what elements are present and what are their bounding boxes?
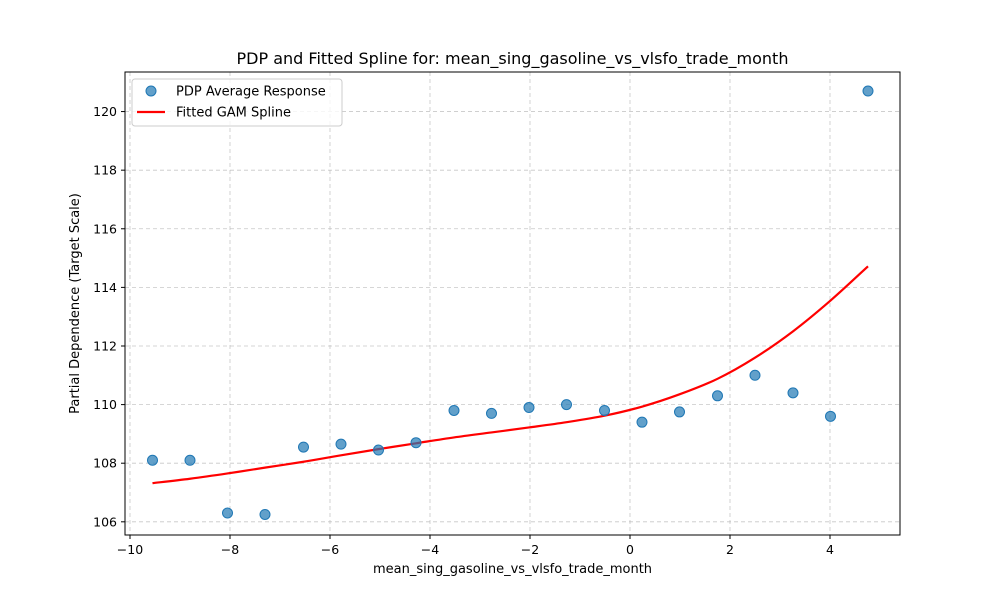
pdp-point	[561, 399, 572, 411]
y-tick-label: 116	[93, 221, 117, 236]
x-axis-ticks: −10 −8 −6 −4 −2 0 2 4	[117, 535, 834, 557]
x-tick-label: −4	[421, 542, 439, 557]
pdp-point	[749, 369, 761, 381]
legend-box	[131, 78, 343, 127]
chart-title: PDP and Fitted Spline for: mean_sing_gas…	[237, 49, 789, 69]
pdp-point	[448, 404, 460, 416]
x-tick-label: 4	[826, 542, 834, 557]
y-tick-label: 112	[93, 338, 117, 353]
pdp-point	[410, 437, 422, 449]
x-tick-label: −6	[321, 542, 339, 557]
y-tick-label: 114	[93, 280, 117, 295]
pdp-point	[712, 390, 723, 402]
pdp-point	[599, 404, 610, 416]
y-tick-label: 110	[93, 397, 117, 412]
y-tick-label: 106	[93, 514, 117, 529]
x-tick-label: 0	[626, 542, 634, 557]
pdp-point	[222, 507, 233, 519]
legend-label-spline: Fitted GAM Spline	[176, 106, 291, 121]
pdp-point	[825, 410, 836, 422]
grid	[125, 72, 900, 535]
legend-label-pdp: PDP Average Response	[176, 85, 326, 100]
pdp-point	[373, 444, 384, 456]
pdp-point	[486, 407, 497, 419]
y-tick-label: 118	[93, 163, 117, 178]
legend-marker-scatter	[145, 85, 157, 97]
pdp-point	[787, 387, 799, 399]
pdp-point	[335, 438, 347, 450]
scatter-layer	[147, 85, 874, 520]
y-tick-label: 120	[93, 104, 117, 119]
plot-frame	[124, 71, 901, 536]
x-tick-label: −8	[221, 542, 239, 557]
pdp-point	[523, 402, 535, 414]
legend: PDP Average Response Fitted GAM Spline	[131, 78, 343, 127]
x-axis-label: mean_sing_gasoline_vs_vlsfo_trade_month	[373, 562, 652, 577]
pdp-point	[184, 454, 196, 466]
pdp-point	[636, 416, 648, 428]
x-tick-label: 2	[726, 542, 734, 557]
spline-line	[152, 265, 869, 485]
spline-layer	[152, 265, 869, 485]
y-axis-label: Partial Dependence (Target Scale)	[68, 193, 83, 414]
y-tick-label: 108	[93, 456, 117, 471]
x-tick-label: −10	[117, 542, 143, 557]
y-axis-ticks: 106 108 110 112 114 116 118 120	[93, 104, 125, 529]
pdp-point	[862, 85, 874, 97]
x-tick-label: −2	[521, 542, 539, 557]
pdp-point	[147, 454, 158, 466]
pdp-point	[259, 508, 271, 520]
pdp-point	[298, 441, 309, 453]
pdp-point	[674, 406, 685, 418]
